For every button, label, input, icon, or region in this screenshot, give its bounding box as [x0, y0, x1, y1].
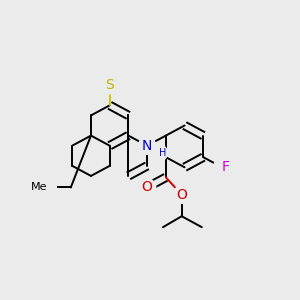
- Text: O: O: [176, 188, 187, 202]
- Circle shape: [139, 179, 156, 196]
- Text: O: O: [142, 180, 153, 194]
- Text: N: N: [142, 139, 152, 153]
- Circle shape: [150, 144, 167, 161]
- Circle shape: [139, 137, 156, 154]
- Text: Me: Me: [31, 182, 48, 192]
- Circle shape: [101, 76, 118, 94]
- Text: H: H: [159, 148, 166, 158]
- Circle shape: [173, 186, 190, 203]
- Text: F: F: [222, 160, 230, 174]
- Text: S: S: [105, 78, 114, 92]
- Circle shape: [39, 179, 56, 196]
- Circle shape: [213, 159, 231, 176]
